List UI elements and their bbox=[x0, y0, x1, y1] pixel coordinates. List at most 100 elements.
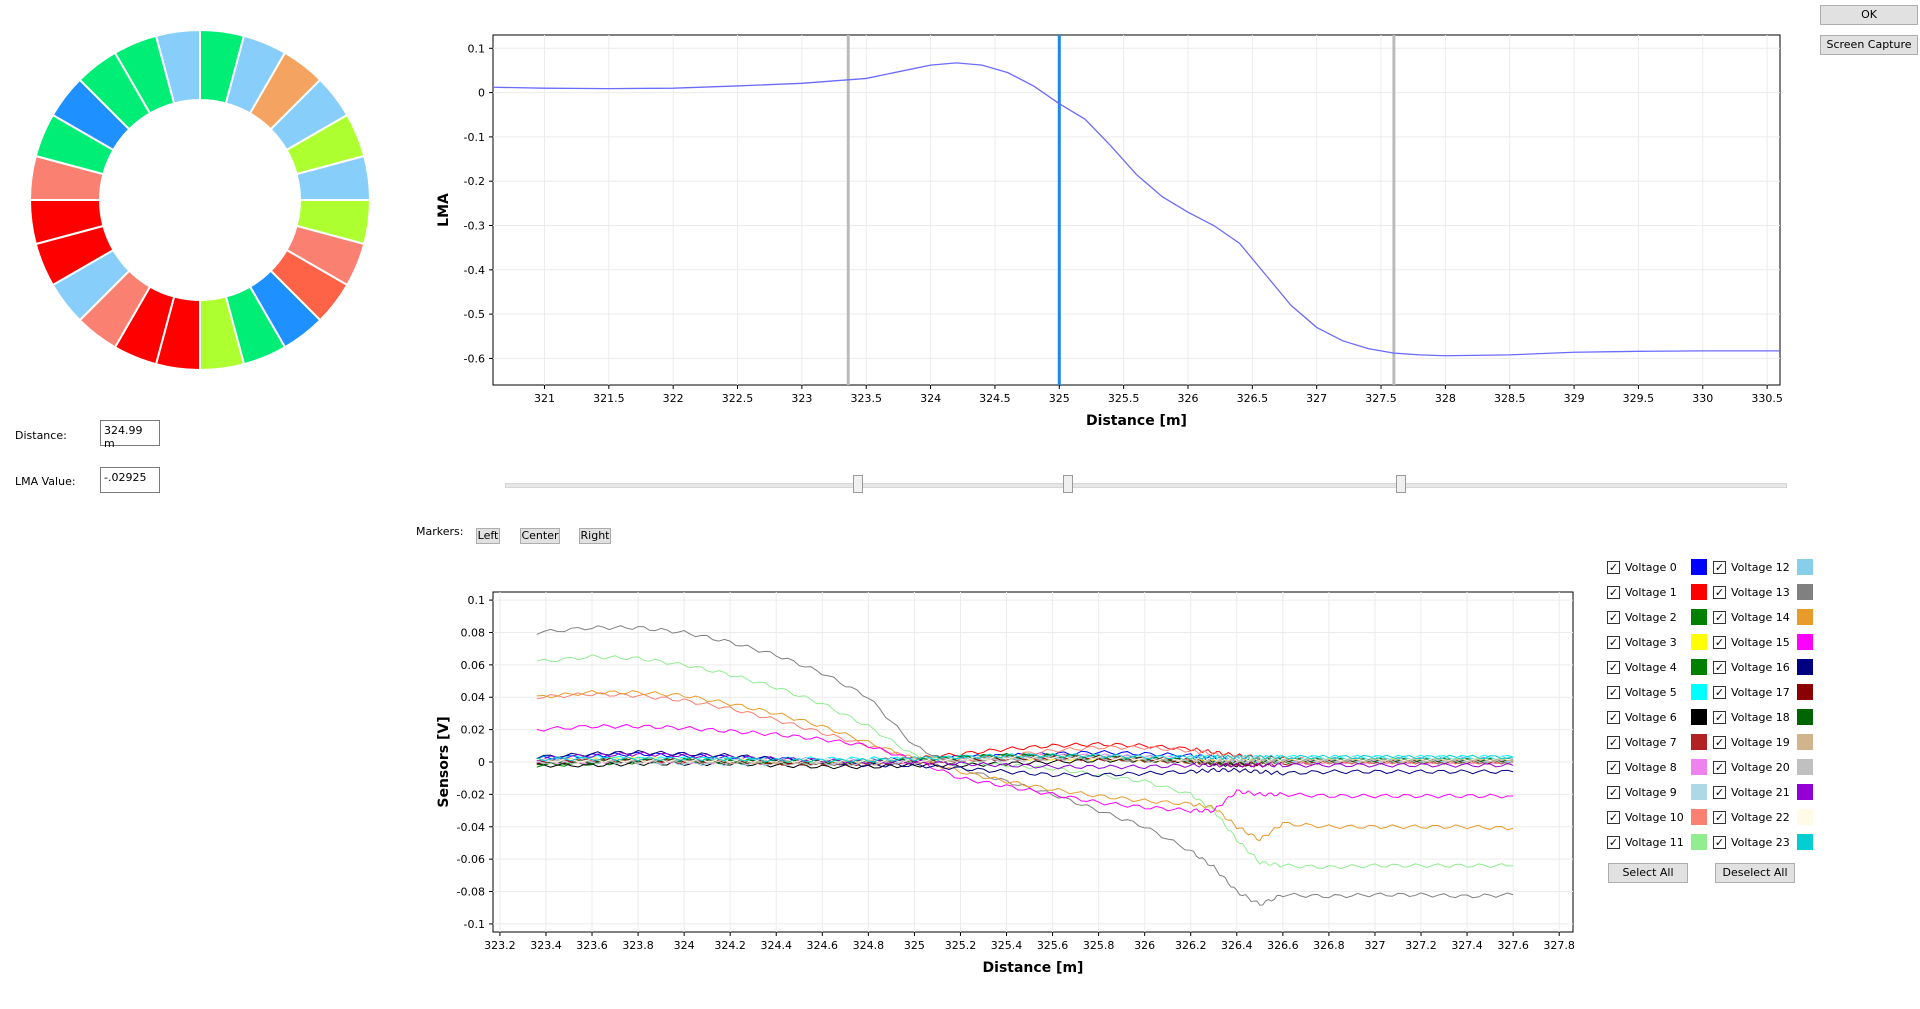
voltage-label: Voltage 22 bbox=[1731, 811, 1790, 824]
ok-button[interactable]: OK bbox=[1820, 5, 1918, 25]
voltage-label: Voltage 9 bbox=[1625, 786, 1677, 799]
legend-item: ✓ Voltage 15 bbox=[1711, 633, 1815, 653]
voltage-checkbox[interactable]: ✓ bbox=[1713, 836, 1726, 849]
voltage-color-swatch bbox=[1797, 609, 1813, 625]
y-axis-label: Sensors [V] bbox=[436, 716, 452, 807]
center-marker-button[interactable]: Center bbox=[520, 528, 560, 544]
ring-segment bbox=[154, 30, 201, 105]
x-tick-label: 326.5 bbox=[1237, 392, 1269, 405]
voltage-color-swatch bbox=[1797, 684, 1813, 700]
voltage-checkbox[interactable]: ✓ bbox=[1713, 661, 1726, 674]
voltage-color-swatch bbox=[1691, 784, 1707, 800]
voltage-checkbox[interactable]: ✓ bbox=[1607, 836, 1620, 849]
voltage-checkbox[interactable]: ✓ bbox=[1607, 811, 1620, 824]
x-tick-label: 328.5 bbox=[1494, 392, 1526, 405]
voltage-checkbox[interactable]: ✓ bbox=[1713, 761, 1726, 774]
voltage-checkbox[interactable]: ✓ bbox=[1607, 611, 1620, 624]
voltage-checkbox[interactable]: ✓ bbox=[1607, 661, 1620, 674]
slider-thumb[interactable] bbox=[1396, 475, 1406, 493]
x-tick-label: 323.4 bbox=[530, 939, 562, 952]
voltage-checkbox[interactable]: ✓ bbox=[1713, 636, 1726, 649]
voltage-color-swatch bbox=[1691, 759, 1707, 775]
voltage-checkbox[interactable]: ✓ bbox=[1713, 786, 1726, 799]
legend-item: ✓ Voltage 20 bbox=[1711, 758, 1815, 778]
sensor-series-line bbox=[536, 689, 1514, 842]
y-tick-label: -0.2 bbox=[464, 175, 485, 188]
voltage-color-swatch bbox=[1797, 709, 1813, 725]
voltage-legend: ✓ Voltage 0 ✓ Voltage 1 ✓ Voltage 2 ✓ Voltage 3… bbox=[1605, 558, 1815, 898]
x-tick-label: 327.8 bbox=[1543, 939, 1575, 952]
x-tick-label: 327.6 bbox=[1497, 939, 1529, 952]
left-marker-button[interactable]: Left bbox=[476, 528, 500, 544]
x-tick-label: 321 bbox=[534, 392, 555, 405]
deselect-all-button[interactable]: Deselect All bbox=[1715, 863, 1795, 883]
voltage-color-swatch bbox=[1797, 809, 1813, 825]
x-tick-label: 326.6 bbox=[1267, 939, 1299, 952]
y-axis-label: LMA bbox=[436, 193, 452, 227]
legend-item: ✓ Voltage 11 bbox=[1605, 833, 1709, 853]
markers-label: Markers: bbox=[416, 525, 464, 538]
y-tick-label: 0 bbox=[478, 756, 485, 769]
voltage-label: Voltage 10 bbox=[1625, 811, 1684, 824]
x-tick-label: 330 bbox=[1692, 392, 1713, 405]
slider-thumb[interactable] bbox=[853, 475, 864, 493]
voltage-checkbox[interactable]: ✓ bbox=[1607, 561, 1620, 574]
voltage-checkbox[interactable]: ✓ bbox=[1713, 711, 1726, 724]
x-tick-label: 329 bbox=[1564, 392, 1585, 405]
x-tick-label: 326.4 bbox=[1221, 939, 1253, 952]
voltage-color-swatch bbox=[1691, 609, 1707, 625]
voltage-label: Voltage 6 bbox=[1625, 711, 1677, 724]
slider-track bbox=[505, 483, 1787, 488]
screen-capture-button[interactable]: Screen Capture bbox=[1820, 35, 1918, 55]
y-tick-label: -0.5 bbox=[464, 308, 485, 321]
marker-slider[interactable] bbox=[505, 475, 1787, 495]
voltage-checkbox[interactable]: ✓ bbox=[1607, 711, 1620, 724]
select-all-button[interactable]: Select All bbox=[1608, 863, 1688, 883]
x-tick-label: 327 bbox=[1364, 939, 1385, 952]
x-axis-label: Distance [m] bbox=[1086, 413, 1187, 429]
voltage-color-swatch bbox=[1691, 734, 1707, 750]
distance-field[interactable]: 324.99 m bbox=[100, 420, 160, 450]
x-tick-label: 324.5 bbox=[979, 392, 1011, 405]
x-tick-label: 324 bbox=[674, 939, 695, 952]
voltage-label: Voltage 5 bbox=[1625, 686, 1677, 699]
y-tick-label: -0.02 bbox=[457, 788, 485, 801]
voltage-checkbox[interactable]: ✓ bbox=[1713, 561, 1726, 574]
x-tick-label: 323.8 bbox=[622, 939, 654, 952]
voltage-checkbox[interactable]: ✓ bbox=[1607, 586, 1620, 599]
voltage-checkbox[interactable]: ✓ bbox=[1713, 736, 1726, 749]
y-tick-label: -0.4 bbox=[464, 264, 485, 277]
y-tick-label: 0.04 bbox=[461, 691, 486, 704]
x-tick-label: 322 bbox=[663, 392, 684, 405]
y-tick-label: -0.6 bbox=[464, 352, 485, 365]
voltage-checkbox[interactable]: ✓ bbox=[1713, 586, 1726, 599]
voltage-checkbox[interactable]: ✓ bbox=[1607, 786, 1620, 799]
sensor-ring bbox=[30, 30, 370, 370]
voltage-color-swatch bbox=[1691, 584, 1707, 600]
x-tick-label: 326 bbox=[1134, 939, 1155, 952]
voltage-label: Voltage 1 bbox=[1625, 586, 1677, 599]
sensor-series-line bbox=[536, 723, 1514, 814]
voltage-color-swatch bbox=[1797, 734, 1813, 750]
voltage-checkbox[interactable]: ✓ bbox=[1713, 611, 1726, 624]
voltage-checkbox[interactable]: ✓ bbox=[1607, 736, 1620, 749]
legend-item: ✓ Voltage 1 bbox=[1605, 583, 1709, 603]
voltage-color-swatch bbox=[1691, 809, 1707, 825]
right-marker-button[interactable]: Right bbox=[579, 528, 611, 544]
slider-thumb[interactable] bbox=[1063, 475, 1074, 493]
voltage-checkbox[interactable]: ✓ bbox=[1607, 636, 1620, 649]
voltage-checkbox[interactable]: ✓ bbox=[1607, 761, 1620, 774]
legend-item: ✓ Voltage 12 bbox=[1711, 558, 1815, 578]
legend-item: ✓ Voltage 0 bbox=[1605, 558, 1709, 578]
voltage-checkbox[interactable]: ✓ bbox=[1607, 686, 1620, 699]
voltage-checkbox[interactable]: ✓ bbox=[1713, 686, 1726, 699]
lma-value-field[interactable]: -.02925 bbox=[100, 467, 160, 493]
x-tick-label: 323 bbox=[791, 392, 812, 405]
voltage-label: Voltage 21 bbox=[1731, 786, 1790, 799]
voltage-checkbox[interactable]: ✓ bbox=[1713, 811, 1726, 824]
x-tick-label: 324.6 bbox=[807, 939, 839, 952]
voltage-label: Voltage 3 bbox=[1625, 636, 1677, 649]
voltage-color-swatch bbox=[1797, 659, 1813, 675]
x-tick-label: 329.5 bbox=[1623, 392, 1655, 405]
y-tick-label: 0 bbox=[478, 87, 485, 100]
